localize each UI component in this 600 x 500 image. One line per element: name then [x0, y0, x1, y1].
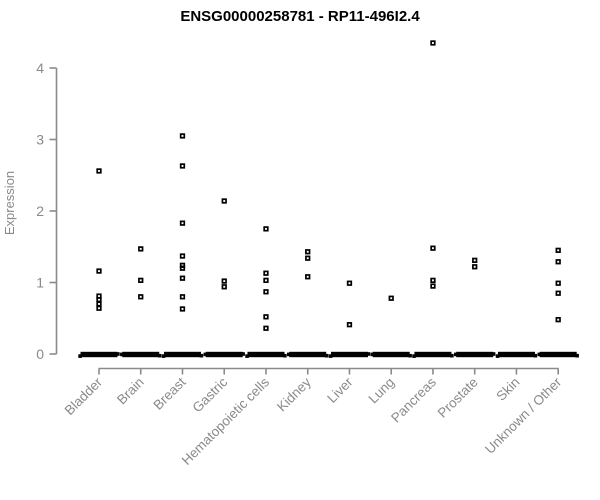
data-point — [263, 325, 269, 331]
data-point — [346, 280, 353, 286]
zero-cluster-bump — [199, 353, 204, 358]
zero-cluster-bump — [203, 352, 208, 357]
zero-cluster-bar — [372, 351, 410, 358]
data-point — [430, 245, 436, 251]
data-point — [179, 253, 186, 259]
data-point — [263, 277, 269, 284]
data-point — [305, 249, 311, 255]
zero-cluster-bump — [161, 354, 166, 358]
x-category-label: Lung — [365, 375, 397, 407]
data-point — [96, 297, 102, 303]
zero-cluster-bump — [491, 352, 496, 356]
data-point — [263, 226, 269, 232]
data-point — [138, 277, 144, 284]
zero-cluster-bump — [412, 354, 416, 358]
data-point — [179, 163, 186, 169]
x-category-label: Bladder — [62, 374, 106, 418]
y-tick-label: 3 — [36, 132, 44, 148]
data-point — [555, 247, 561, 253]
x-category-label: Skin — [493, 375, 522, 404]
data-point — [388, 295, 394, 301]
data-point — [221, 284, 227, 290]
data-point — [96, 168, 102, 174]
data-point — [263, 289, 269, 295]
zero-cluster-bump — [495, 354, 500, 358]
x-category-label: Liver — [324, 374, 356, 406]
data-point — [430, 40, 436, 46]
zero-cluster-bump — [454, 352, 458, 357]
zero-cluster-bump — [537, 352, 542, 357]
data-point — [346, 322, 353, 328]
y-tick-label: 0 — [36, 346, 44, 362]
zero-cluster-bump — [116, 352, 120, 356]
data-point — [263, 314, 269, 320]
x-category-label: Prostate — [435, 375, 481, 421]
zero-cluster-bump — [245, 354, 249, 358]
zero-cluster-bump — [575, 353, 579, 358]
data-point — [555, 317, 561, 323]
zero-cluster-bar — [122, 351, 160, 358]
data-point — [96, 268, 102, 274]
x-category-label: Unknown / Other — [482, 374, 565, 457]
zero-cluster-bar — [247, 351, 285, 358]
zero-cluster-bump — [533, 353, 538, 358]
zero-cluster-bar — [163, 351, 201, 358]
x-category-label: Gastric — [190, 374, 231, 415]
data-point — [179, 294, 186, 300]
data-point — [96, 301, 102, 307]
zero-cluster-bar — [205, 351, 243, 358]
data-point — [138, 246, 144, 252]
data-point — [472, 264, 478, 270]
data-point — [179, 306, 186, 312]
x-category-label: Kidney — [274, 374, 314, 414]
zero-cluster-bump — [370, 352, 375, 357]
x-category-label: Brain — [114, 375, 147, 408]
zero-cluster-bump — [408, 353, 412, 358]
chart-title: ENSG00000258781 - RP11-496I2.4 — [180, 8, 420, 25]
data-point — [96, 305, 102, 311]
zero-cluster-bar — [456, 351, 494, 358]
y-tick-label: 1 — [36, 275, 44, 291]
zero-cluster-bar — [330, 351, 368, 358]
zero-cluster-bar — [289, 351, 327, 358]
data-point — [305, 255, 311, 261]
y-tick-label: 2 — [36, 203, 44, 219]
data-point — [472, 257, 478, 263]
data-point — [555, 280, 561, 286]
zero-cluster-bump — [120, 352, 124, 357]
zero-cluster-bump — [78, 354, 82, 358]
zero-cluster-bump — [283, 353, 287, 358]
x-category-label: Pancreas — [388, 374, 439, 425]
zero-cluster-bump — [157, 353, 162, 358]
zero-cluster-bar — [497, 351, 535, 358]
data-point — [221, 198, 227, 204]
zero-cluster-bar — [80, 351, 118, 358]
zero-cluster-bump — [241, 352, 245, 356]
y-axis-label: Expression — [2, 171, 17, 235]
data-point — [430, 277, 436, 284]
zero-cluster-bar — [539, 351, 577, 358]
data-point — [179, 265, 186, 271]
zero-cluster-bar — [414, 351, 452, 358]
data-point — [555, 259, 561, 265]
data-point — [430, 283, 436, 289]
data-point — [179, 275, 186, 281]
x-category-label: Breast — [150, 374, 188, 412]
zero-cluster-bump — [450, 353, 454, 358]
data-point — [179, 133, 186, 139]
zero-cluster-bump — [287, 352, 291, 357]
data-point — [138, 294, 144, 300]
data-point — [179, 220, 186, 226]
zero-cluster-bump — [366, 352, 371, 356]
data-point — [221, 278, 227, 284]
y-tick-label: 4 — [36, 60, 44, 76]
data-point — [555, 290, 561, 296]
data-point — [305, 274, 311, 280]
data-point — [263, 270, 269, 276]
zero-cluster-bump — [328, 354, 333, 358]
zero-cluster-bump — [324, 353, 329, 358]
